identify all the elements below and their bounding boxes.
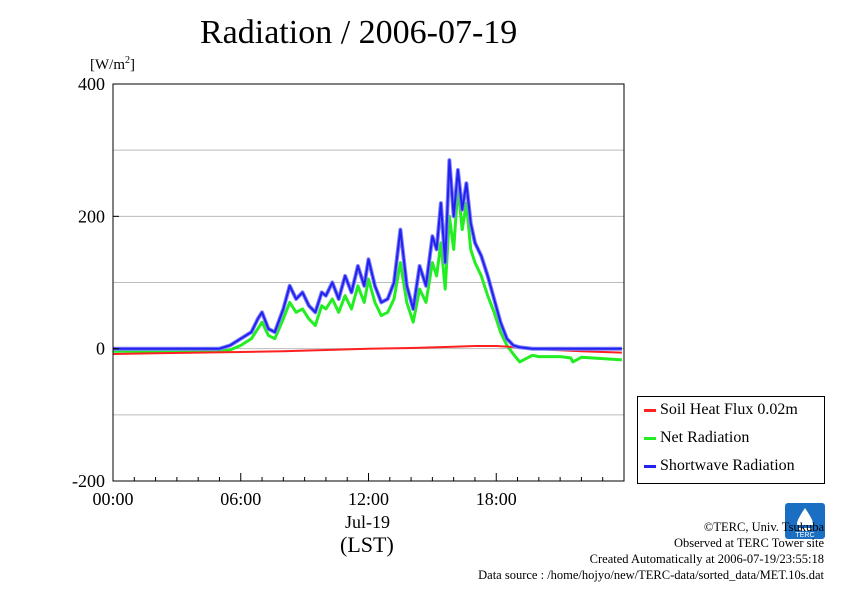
legend-label-net: Net Radiation [660, 429, 750, 446]
credit-copyright: ©TERC, Univ. Tsukuba [703, 520, 824, 534]
legend-label-soil: Soil Heat Flux 0.02m [660, 401, 798, 418]
x-tick-label: 06:00 [220, 489, 261, 509]
credit-data-source: Data source : /home/hojyo/new/TERC-data/… [478, 568, 824, 582]
legend-item-soil-heat-flux: Soil Heat Flux 0.02m [644, 401, 798, 419]
credit-created: Created Automatically at 2006-07-19/23:5… [589, 552, 824, 566]
credit-observed: Observed at TERC Tower site [673, 536, 824, 550]
x-tick-label: 00:00 [92, 489, 133, 509]
legend-item-net-radiation: Net Radiation [644, 429, 749, 447]
legend-swatch-shortwave [644, 464, 656, 468]
terc-logo-icon: TERC [785, 503, 825, 539]
y-axis-unit-label: [W/m2] [90, 55, 135, 73]
y-tick-label: 400 [78, 74, 105, 94]
series-line-shortwave-radiation [113, 159, 622, 350]
x-axis-date-label: Jul-19 [345, 512, 390, 532]
y-tick-label: -200 [72, 471, 105, 491]
legend-item-shortwave-radiation: Shortwave Radiation [644, 457, 795, 475]
x-tick-label: 18:00 [476, 489, 517, 509]
legend-swatch-soil [644, 408, 656, 412]
credits-block: ©TERC, Univ. Tsukuba Observed at TERC To… [478, 519, 824, 583]
x-axis-timezone-label: (LST) [340, 532, 394, 557]
x-tick-label: 12:00 [348, 489, 389, 509]
chart-legend: Soil Heat Flux 0.02m Net Radiation Short… [637, 396, 825, 484]
series-line-net-radiation [113, 185, 623, 364]
legend-swatch-net [644, 436, 656, 440]
series-lines [112, 158, 623, 364]
legend-label-shortwave: Shortwave Radiation [660, 457, 795, 474]
series-shortwave-halo [113, 158, 622, 351]
axis-ticks: -200 0 200 400 00:00 06:00 12:00 18:00 [72, 74, 625, 509]
logo-text: TERC [795, 532, 814, 539]
chart-title: Radiation / 2006-07-19 [200, 14, 518, 51]
y-tick-label: 0 [96, 339, 105, 359]
y-tick-label: 200 [78, 206, 105, 226]
